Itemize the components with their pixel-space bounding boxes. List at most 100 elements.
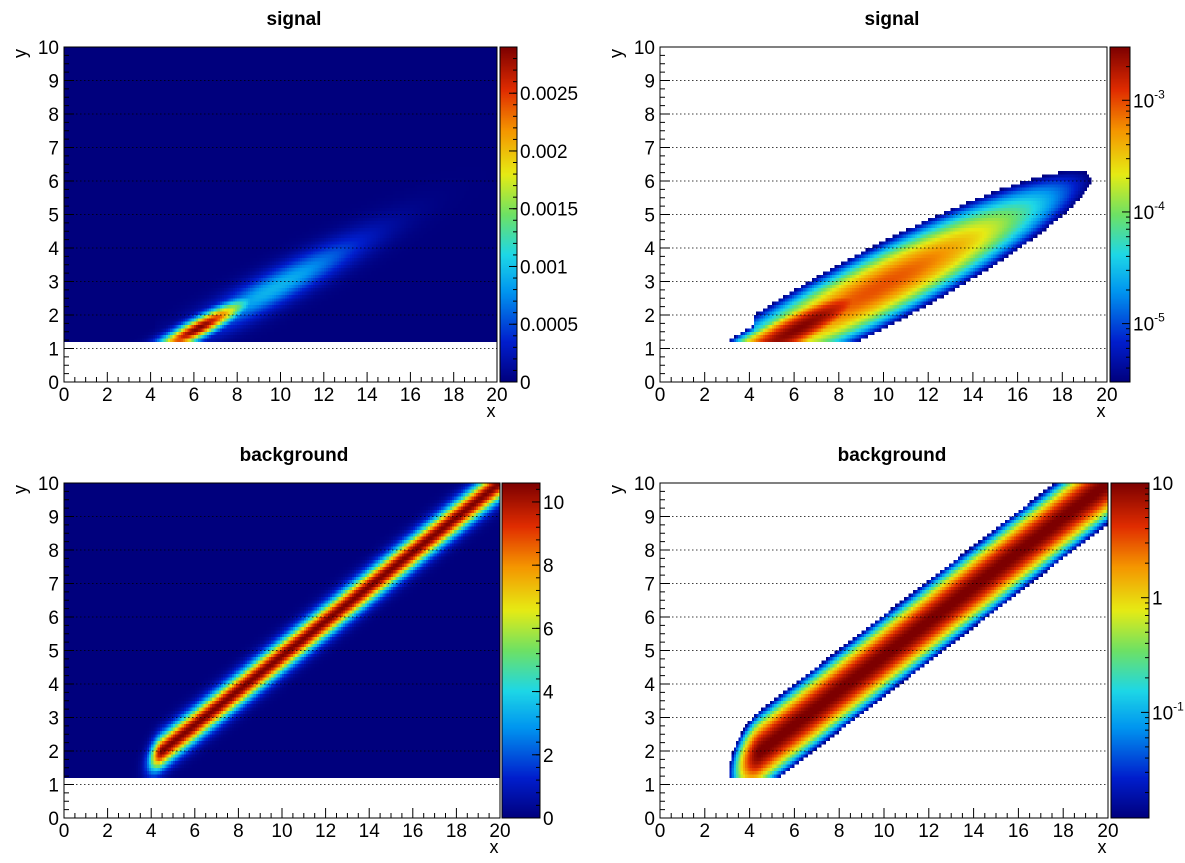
y-tick-label: 7 [48, 575, 59, 596]
x-tick-label: 14 [962, 385, 984, 406]
colorbar-tick-label: 0 [520, 373, 531, 394]
chart-title: background [838, 445, 947, 466]
y-tick-label: 4 [644, 675, 655, 696]
y-tick-label: 9 [48, 72, 59, 93]
colorbar-tick-label: 0 [543, 809, 554, 830]
y-tick-label: 8 [48, 105, 59, 126]
x-tick-label: 10 [270, 385, 291, 406]
colorbar-tick-label: 8 [543, 556, 554, 577]
y-tick-label: 8 [644, 541, 655, 562]
colorbar [1111, 483, 1149, 818]
x-tick-label: 0 [59, 821, 70, 842]
y-tick-label: 7 [644, 575, 655, 596]
x-tick-label: 14 [357, 385, 379, 406]
y-tick-label: 3 [644, 273, 655, 294]
colorbar-tick-label: 4 [543, 683, 554, 704]
x-tick-label: 4 [146, 821, 157, 842]
x-tick-label: 8 [233, 821, 244, 842]
x-tick-label: 20 [1097, 821, 1118, 842]
panel: 0 2 4 6 8 10 12 14 16 18 20012345678910xybackgroun… [10, 445, 564, 857]
panel: 0 2 4 6 8 10 12 14 16 18 20012345678910xysignal00.… [10, 9, 578, 421]
y-tick-label: 6 [48, 608, 59, 629]
y-tick-label: 0 [644, 373, 655, 394]
x-tick-label: 12 [918, 821, 939, 842]
y-tick-label: 5 [48, 642, 59, 663]
colorbar [500, 47, 517, 382]
y-tick-label: 7 [48, 139, 59, 160]
y-axis-label: y [606, 49, 626, 58]
x-tick-label: 10 [873, 821, 894, 842]
x-tick-label: 6 [789, 385, 800, 406]
y-axis-label: y [10, 485, 30, 494]
x-tick-label: 6 [789, 821, 800, 842]
panel: 0 2 4 6 8 10 12 14 16 18 20012345678910xybackgroun… [606, 445, 1184, 857]
y-tick-label: 3 [48, 273, 59, 294]
x-tick-label: 18 [446, 821, 467, 842]
y-tick-label: 4 [48, 239, 59, 260]
y-tick-label: 10 [38, 474, 59, 495]
x-tick-label: 16 [1007, 385, 1028, 406]
y-tick-label: 2 [644, 742, 655, 763]
x-tick-label: 10 [271, 821, 292, 842]
x-tick-label: 16 [1008, 821, 1029, 842]
y-tick-label: 7 [644, 139, 655, 160]
y-tick-label: 9 [644, 508, 655, 529]
colorbar-tick-label: 0.001 [520, 257, 568, 278]
colorbar-tick-label: 10 [543, 493, 564, 514]
y-tick-label: 1 [644, 776, 655, 797]
y-tick-label: 6 [48, 172, 59, 193]
x-tick-label: 18 [1052, 385, 1073, 406]
colorbar-tick-label: 10-3 [1133, 87, 1165, 112]
chart-title: signal [865, 9, 920, 30]
x-tick-label: 8 [834, 385, 845, 406]
colorbar-tick-label: 6 [543, 619, 554, 640]
y-tick-label: 1 [644, 340, 655, 361]
panel: 0 2 4 6 8 10 12 14 16 18 20012345678910xysignal10-… [606, 9, 1165, 421]
x-tick-label: 8 [232, 385, 243, 406]
x-tick-label: 6 [190, 821, 201, 842]
y-tick-label: 8 [48, 541, 59, 562]
x-tick-label: 2 [699, 385, 710, 406]
x-tick-label: 0 [655, 385, 666, 406]
x-tick-label: 18 [1053, 821, 1074, 842]
x-tick-label: 4 [744, 385, 755, 406]
x-axis-label: x [1098, 837, 1107, 857]
x-axis-label: x [487, 401, 496, 421]
colorbar-tick-label: 1 [1152, 589, 1163, 610]
x-tick-label: 12 [315, 821, 336, 842]
y-tick-label: 2 [48, 306, 59, 327]
y-tick-label: 1 [48, 340, 59, 361]
y-tick-label: 6 [644, 608, 655, 629]
x-tick-label: 0 [655, 821, 666, 842]
x-tick-label: 4 [145, 385, 156, 406]
y-tick-label: 0 [48, 373, 59, 394]
y-tick-label: 4 [48, 675, 59, 696]
x-tick-label: 14 [359, 821, 381, 842]
colorbar-tick-label: 10 [1152, 474, 1173, 495]
x-tick-label: 8 [834, 821, 845, 842]
y-tick-label: 10 [634, 474, 655, 495]
x-tick-label: 2 [102, 821, 113, 842]
x-tick-label: 18 [443, 385, 464, 406]
x-tick-label: 6 [189, 385, 200, 406]
x-tick-label: 4 [744, 821, 755, 842]
y-tick-label: 10 [38, 38, 59, 59]
colorbar-frame [1110, 482, 1150, 819]
chart-title: signal [267, 9, 322, 30]
y-tick-label: 2 [48, 742, 59, 763]
x-tick-label: 14 [963, 821, 985, 842]
x-axis-label: x [1097, 401, 1106, 421]
y-tick-label: 5 [48, 206, 59, 227]
y-tick-label: 3 [48, 709, 59, 730]
colorbar [502, 483, 540, 818]
x-tick-label: 10 [873, 385, 894, 406]
x-tick-label: 2 [700, 821, 711, 842]
y-tick-label: 3 [644, 709, 655, 730]
y-axis-label: y [606, 485, 626, 494]
x-tick-label: 2 [102, 385, 113, 406]
x-tick-label: 16 [400, 385, 421, 406]
y-tick-label: 0 [644, 809, 655, 830]
chart-title: background [240, 445, 349, 466]
x-tick-label: 16 [402, 821, 423, 842]
